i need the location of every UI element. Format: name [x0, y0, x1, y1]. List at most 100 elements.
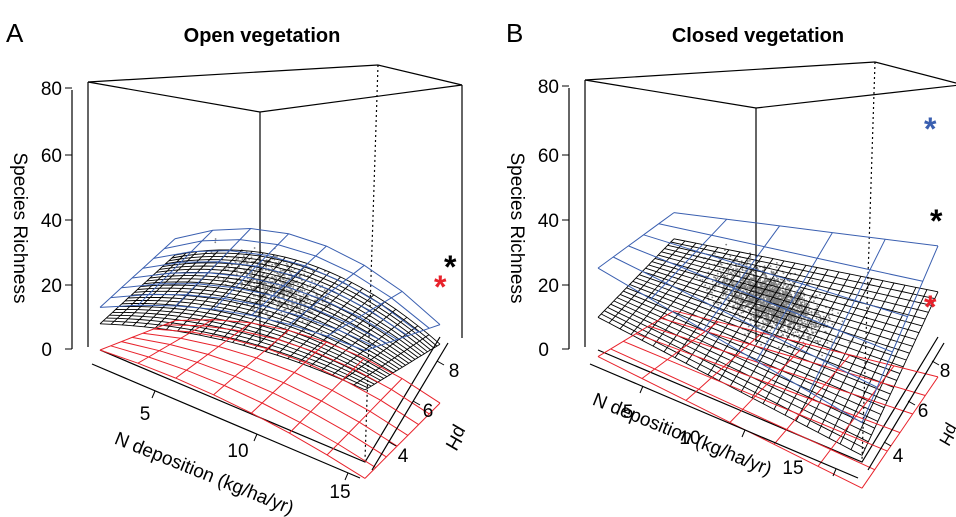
- panel-b-point-870: [803, 320, 806, 323]
- panel-b-y-tick-6: [907, 400, 916, 406]
- panel-b-point-2170: [780, 294, 783, 297]
- panel-a-point-268: [217, 277, 220, 280]
- panel-b-point-1470: [740, 301, 743, 303]
- panel-b-point-2138: [775, 301, 777, 304]
- panel-a-blue-gridline-y-5: [153, 250, 419, 333]
- panel-b-point-2003: [801, 306, 803, 309]
- panel-b-red-gridline-y-5: [661, 317, 926, 396]
- panel-a-point-270: [250, 256, 253, 259]
- panel-b-point-1490: [787, 327, 789, 329]
- panel-b-point-2029: [731, 292, 734, 295]
- panel-b-point-1414: [767, 308, 770, 310]
- panel-b-point-405: [798, 334, 800, 337]
- panel-b-box-front-top-right: [874, 61, 956, 84]
- panel-a-z-ticklabel-40: 40: [41, 211, 62, 232]
- panel-b-point-1114: [785, 334, 788, 337]
- panel-a-point-240: [246, 303, 249, 306]
- panel-a-z-ticklabel-20: 20: [41, 276, 62, 297]
- panel-a-point-685: [278, 285, 281, 288]
- panel-b-point-98: [736, 258, 739, 261]
- panel-a-box-front-edge: [364, 64, 379, 461]
- panel-b-point-2140: [759, 277, 762, 280]
- panel-a-point-601: [254, 301, 257, 303]
- panel-b-point-1538: [767, 305, 770, 308]
- panel-a-point-616: [235, 258, 238, 261]
- panel-b-point-1637: [738, 299, 741, 301]
- panel-a-title: Open vegetation: [184, 25, 341, 47]
- panel-b-point-834: [783, 284, 785, 286]
- panel-b-point-1984: [745, 304, 748, 306]
- panel-b-point-1957: [780, 301, 782, 303]
- panel-b-point-2049: [775, 307, 778, 309]
- panel-b-point-564: [750, 317, 753, 320]
- panel-a-red-gridline-x-5: [288, 357, 365, 434]
- panel-a-point-121: [263, 290, 266, 292]
- panel-b-point-1912: [706, 295, 709, 298]
- panel-b-point-239: [841, 320, 844, 323]
- panel-b-point-2050: [777, 300, 780, 302]
- panel-b-point-403: [742, 278, 744, 281]
- panel-b-point-1769: [765, 295, 768, 298]
- panel-b-point-1971: [726, 279, 729, 282]
- panel-a-y-ticklabel-6: 6: [423, 401, 434, 422]
- panel-a-x-tick-10: [253, 433, 258, 442]
- panel-b-point-2101: [748, 297, 751, 300]
- panel-b-black-gridline-y-21: [664, 248, 929, 313]
- panel-b-point-1318: [775, 266, 778, 268]
- panel-b-point-2108: [831, 323, 834, 325]
- panel-a-point-250: [265, 266, 268, 268]
- panel-a-point-279: [303, 299, 306, 302]
- panel-a-point-635: [303, 303, 306, 306]
- panel-b-point-1132: [769, 277, 772, 280]
- panel-b-point-854: [771, 325, 773, 327]
- panel-b-point-954: [748, 275, 751, 278]
- panel-b-point-677: [714, 252, 716, 255]
- panel-a-point-540: [283, 291, 285, 293]
- panel-b-point-902: [765, 319, 768, 322]
- panel-b-surface-red: [597, 310, 939, 489]
- panel-a-point-648: [286, 304, 289, 307]
- panel-b-point-910: [813, 325, 815, 327]
- panel-a-red-gridline-y-2: [121, 341, 387, 458]
- panel-a-black-gridline-y-15: [146, 278, 413, 362]
- panel-b-y-tick-8: [931, 360, 940, 366]
- panel-a-point-410: [325, 303, 327, 306]
- panel-b-point-941: [779, 313, 782, 316]
- panel-a-point-653: [285, 288, 288, 291]
- panel-b-point-1666: [775, 283, 777, 286]
- panel-a-point-531: [210, 251, 213, 254]
- panel-b-blue-gridline-x-2: [703, 225, 781, 331]
- panel-b-point-1994: [758, 314, 761, 317]
- panel-b-black-gridline-y-11: [632, 280, 897, 381]
- panel-b-point-1762: [790, 297, 792, 299]
- panel-b-point-2007: [799, 301, 802, 303]
- panel-b-point-1301: [797, 325, 799, 328]
- panel-b-red-gridline-y-3: [635, 333, 901, 434]
- panel-b-point-763: [802, 326, 805, 329]
- panel-b-point-1154: [739, 273, 741, 276]
- panel-b-point-2098: [781, 325, 784, 328]
- panel-b-point-1848: [765, 314, 767, 316]
- panel-b-point-1843: [753, 288, 756, 290]
- panel-b-point-1381: [816, 340, 819, 343]
- panel-b-point-1564: [795, 317, 798, 320]
- panel-b-point-1967: [742, 311, 745, 314]
- panel-b-point-182: [789, 273, 792, 276]
- panel-a-point-583: [268, 300, 270, 303]
- panel-b-point-1539: [805, 302, 808, 305]
- panel-b-point-1641: [730, 272, 733, 275]
- panel-b-point-1674: [801, 321, 804, 324]
- panel-a-point-234: [250, 266, 253, 269]
- panel-a-black-gridline-y-3: [109, 314, 375, 385]
- panel-a-point-33: [304, 268, 306, 271]
- panel-b-point-1858: [763, 285, 766, 288]
- panel-b-point-1894: [771, 312, 773, 315]
- panel-a-point-548: [292, 281, 295, 284]
- panel-a-x-ticklabel-15: 15: [329, 482, 350, 503]
- panel-a-x-axis: 5 10 15 N deposition (kg/ha/yr): [91, 363, 361, 517]
- panel-b-point-112: [817, 311, 820, 314]
- panel-a-blue-gridline-y-3: [132, 272, 398, 340]
- panel-b-point-1916: [772, 299, 774, 302]
- panel-b-red-gridline-y-6: [673, 310, 939, 378]
- panel-b-point-1905: [831, 338, 833, 341]
